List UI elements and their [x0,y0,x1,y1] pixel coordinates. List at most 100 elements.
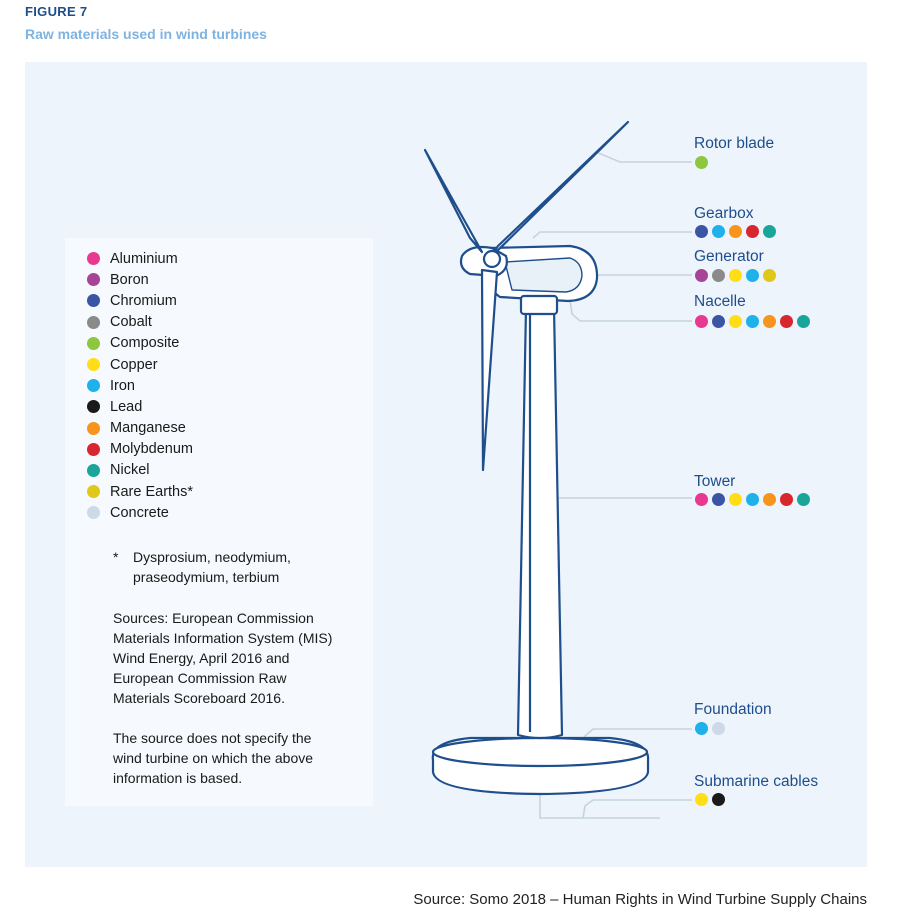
leader-rotor-blade [595,151,692,163]
component-materials-gearbox [695,225,780,238]
legend-item-nickel: Nickel [87,460,193,481]
material-dot-composite [695,156,708,169]
component-materials-tower [695,493,814,506]
legend-item-molybdenum: Molybdenum [87,439,193,460]
legend-label: Aluminium [110,250,178,267]
material-dot-molybdenum [746,225,759,238]
legend-item-lead: Lead [87,396,193,417]
legend-item-copper: Copper [87,354,193,375]
legend-label: Nickel [110,462,150,479]
legend-item-composite: Composite [87,333,193,354]
legend-dot [87,442,100,456]
component-label-foundation: Foundation [694,701,772,718]
material-dot-lead [712,793,725,806]
material-dot-cobalt [712,269,725,282]
tower-cap [519,294,559,316]
legend-item-aluminium: Aluminium [87,248,193,269]
legend-label: Molybdenum [110,441,194,458]
legend-item-chromium: Chromium [87,290,193,311]
component-materials-submarine-cables [695,793,729,806]
figure-label: FIGURE 7 [25,4,88,19]
material-dot-copper [695,793,708,806]
material-dot-iron [746,269,759,282]
legend-item-rare-earths: Rare Earths* [87,481,193,502]
materials-legend: Aluminium Boron Chromium Cobalt Composite Cop… [87,248,193,523]
component-materials-foundation [695,722,729,735]
legend-dot [87,315,100,329]
leader-nacelle [569,299,692,322]
legend-item-cobalt: Cobalt [87,312,193,333]
footnote-text: Dysprosium, neodymium, praseodymium, ter… [133,549,291,585]
legend-item-iron: Iron [87,375,193,396]
blade-upper-left [423,148,484,254]
turbine-tower [516,306,564,740]
legend-dot [87,273,100,287]
legend-dot [87,421,100,435]
figure-title: Raw materials used in wind turbines [25,26,267,42]
legend-item-manganese: Manganese [87,418,193,439]
material-dot-nickel [763,225,776,238]
sources-note: Sources: European Commission Materials I… [113,610,333,706]
legend-label: Composite [110,335,180,352]
footnote-mark: * [113,549,119,565]
component-label-rotor-blade: Rotor blade [694,135,775,152]
legend-item-boron: Boron [87,269,193,290]
nacelle-inner [504,257,583,293]
legend-label: Manganese [110,420,186,437]
blade-lower [480,268,499,472]
material-dot-nickel [797,493,810,506]
legend-label: Boron [110,271,149,288]
blade-upper-right [488,120,630,260]
hub-center [482,249,502,269]
legend-label: Rare Earths* [110,483,194,500]
material-dot-iron [695,722,708,735]
component-materials-nacelle [695,315,814,328]
material-dot-nickel [797,315,810,328]
legend-label: Chromium [110,292,177,309]
legend-dot [87,252,100,266]
legend-dot [87,379,100,393]
material-dot-copper [729,269,742,282]
material-dot-iron [746,315,759,328]
legend-dot [87,463,100,477]
material-dot-molybdenum [780,315,793,328]
material-dot-molybdenum [780,493,793,506]
legend-label: Concrete [110,504,169,521]
legend-item-concrete: Concrete [87,502,193,523]
material-dot-rare-earths [763,269,776,282]
component-label-submarine-cables: Submarine cables [694,773,819,790]
material-dot-chromium [712,493,725,506]
turbine-base-top [431,736,649,768]
material-dot-boron [695,269,708,282]
material-dot-copper [729,493,742,506]
material-dot-chromium [712,315,725,328]
material-dot-manganese [763,315,776,328]
material-dot-aluminium [695,315,708,328]
legend-dot [87,400,100,414]
component-label-tower: Tower [694,473,736,490]
legend-dot [87,485,100,499]
material-dot-chromium [695,225,708,238]
material-dot-iron [712,225,725,238]
component-label-gearbox: Gearbox [694,205,754,222]
leader-gearbox [532,231,692,239]
material-dot-manganese [729,225,742,238]
legend-label: Copper [110,356,158,373]
material-dot-copper [729,315,742,328]
component-materials-rotor-blade [695,156,712,169]
legend-box: Aluminium Boron Chromium Cobalt Composite Cop… [65,238,373,806]
material-dot-concrete [712,722,725,735]
footnote: * Dysprosium, neodymium, praseodymium, t… [113,547,363,587]
turbine-shapes [423,120,650,796]
legend-dot [87,506,100,520]
legend-label: Lead [110,398,143,415]
disclaimer-note: The source does not specify the wind tur… [113,730,314,786]
material-dot-iron [746,493,759,506]
legend-label: Iron [110,377,135,394]
component-label-nacelle: Nacelle [694,293,746,310]
material-dot-manganese [763,493,776,506]
legend-dot [87,336,100,350]
material-dot-aluminium [695,493,708,506]
component-label-generator: Generator [694,248,764,265]
